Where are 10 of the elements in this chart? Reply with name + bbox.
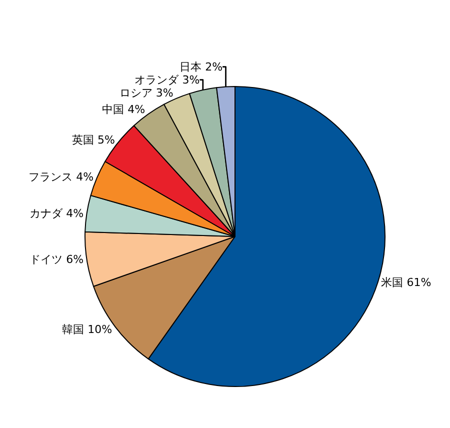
slice-label: 日本 2% xyxy=(180,60,223,74)
slice-label: 英国 5% xyxy=(72,133,115,146)
slice-label: ロシア 3% xyxy=(119,86,174,100)
slice-label: 米国 61% xyxy=(381,276,432,290)
slice-label: ドイツ 6% xyxy=(30,253,84,266)
slice-label: カナダ 4% xyxy=(30,206,84,220)
slice-label: 中国 4% xyxy=(102,103,146,116)
slice-label: フランス 4% xyxy=(28,170,94,184)
slice-label: 韓国 10% xyxy=(62,322,112,336)
slice-label: オランダ 3% xyxy=(134,73,200,86)
